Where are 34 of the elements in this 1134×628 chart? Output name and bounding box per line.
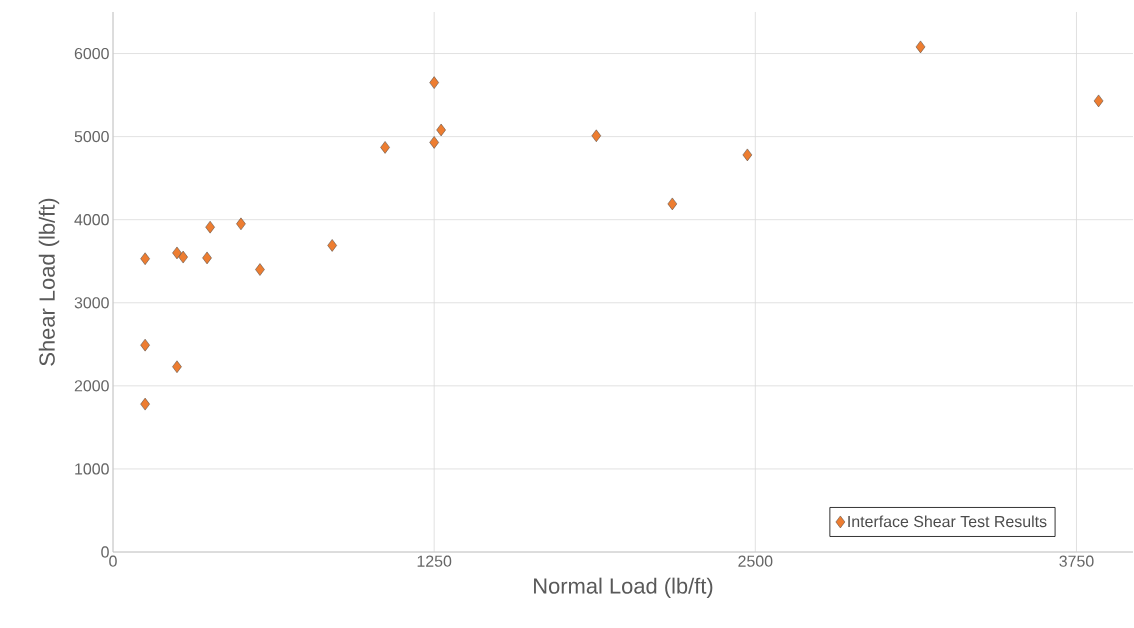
point xyxy=(742,148,753,162)
x-tick-label: 2500 xyxy=(738,555,773,567)
legend-label: Interface Shear Test Results xyxy=(848,515,1047,528)
y-tick-label: 3000 xyxy=(74,297,109,309)
x-axis-title: Normal Load (lb/ft) xyxy=(534,577,713,599)
point xyxy=(436,123,446,137)
point xyxy=(429,136,439,149)
x-tick-label: 3750 xyxy=(1059,555,1094,567)
y-tick-label: 4000 xyxy=(74,214,109,226)
point xyxy=(140,338,150,352)
point xyxy=(327,239,337,252)
y-axis-title: Shear Load (lb/ft) xyxy=(38,198,60,366)
y-tick-label: 6000 xyxy=(74,47,109,60)
point xyxy=(140,252,150,265)
point xyxy=(172,246,182,260)
point xyxy=(591,129,602,143)
y-tick-label: 0 xyxy=(101,546,109,558)
x-tick-label: 0 xyxy=(109,555,117,567)
x-tick-label: 1250 xyxy=(417,555,452,567)
point xyxy=(915,40,926,54)
point xyxy=(1093,94,1104,108)
y-tick-label: 5000 xyxy=(74,130,109,143)
y-tick-label: 1000 xyxy=(75,463,109,475)
point xyxy=(172,360,182,373)
point xyxy=(255,263,265,276)
point xyxy=(178,250,188,264)
point xyxy=(205,220,215,234)
point xyxy=(140,397,150,411)
point xyxy=(380,141,390,154)
point xyxy=(202,251,212,265)
point xyxy=(236,217,246,231)
y-tick-label: 2000 xyxy=(74,380,109,392)
point xyxy=(667,197,678,211)
point xyxy=(429,76,439,89)
